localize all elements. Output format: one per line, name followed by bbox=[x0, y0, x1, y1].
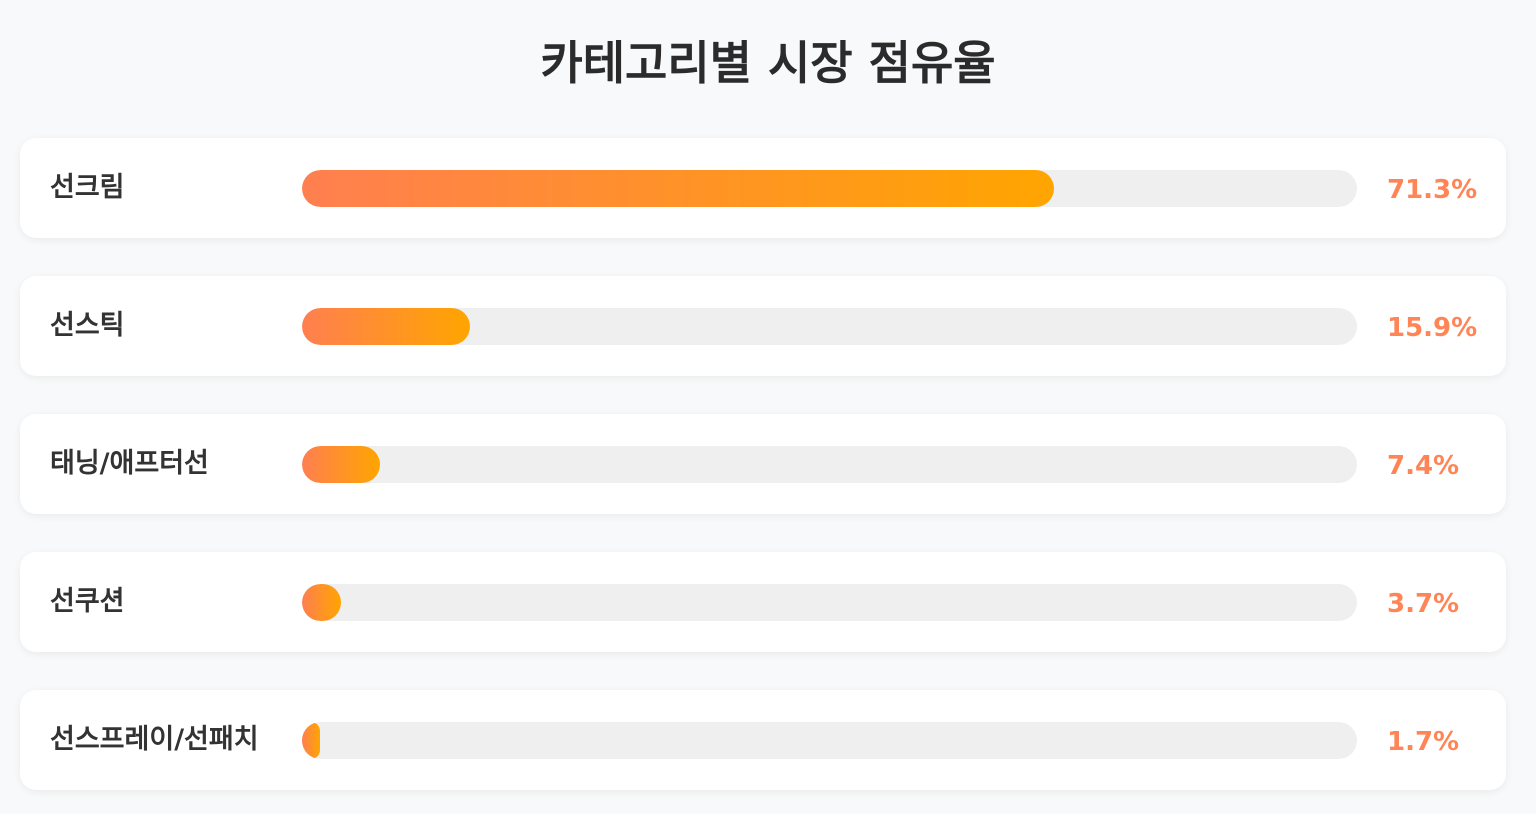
category-label: 선스틱 bbox=[50, 310, 125, 341]
chart-title: 카테고리별 시장 점유율 bbox=[540, 36, 996, 90]
bar-chart: 선크림 71.3% 선스틱 15.9% 태닝/애프터선 7.4% 선쿠션 3.7… bbox=[20, 138, 1506, 790]
category-label: 선쿠션 bbox=[50, 586, 125, 617]
value-label: 7.4% bbox=[1387, 451, 1460, 481]
bar-row: 선쿠션 3.7% bbox=[20, 552, 1506, 652]
category-label: 태닝/애프터선 bbox=[50, 448, 209, 479]
bar-fill bbox=[302, 308, 470, 345]
bar-track bbox=[302, 170, 1357, 207]
bar-fill bbox=[302, 170, 1055, 207]
value-label: 3.7% bbox=[1387, 589, 1460, 619]
bar-row: 태닝/애프터선 7.4% bbox=[20, 414, 1506, 514]
bar-fill bbox=[302, 584, 342, 621]
category-label: 선크림 bbox=[50, 172, 125, 203]
bar-track bbox=[302, 308, 1357, 345]
bar-row: 선스프레이/선패치 1.7% bbox=[20, 690, 1506, 790]
bar-row: 선스틱 15.9% bbox=[20, 276, 1506, 376]
value-label: 15.9% bbox=[1387, 313, 1478, 343]
bar-track bbox=[302, 584, 1357, 621]
bar-track bbox=[302, 722, 1357, 759]
category-label: 선스프레이/선패치 bbox=[50, 724, 259, 755]
bar-track bbox=[302, 446, 1357, 483]
bar-row: 선크림 71.3% bbox=[20, 138, 1506, 238]
value-label: 71.3% bbox=[1387, 175, 1478, 205]
bar-fill bbox=[302, 722, 320, 759]
value-label: 1.7% bbox=[1387, 727, 1460, 757]
bar-fill bbox=[302, 446, 381, 483]
